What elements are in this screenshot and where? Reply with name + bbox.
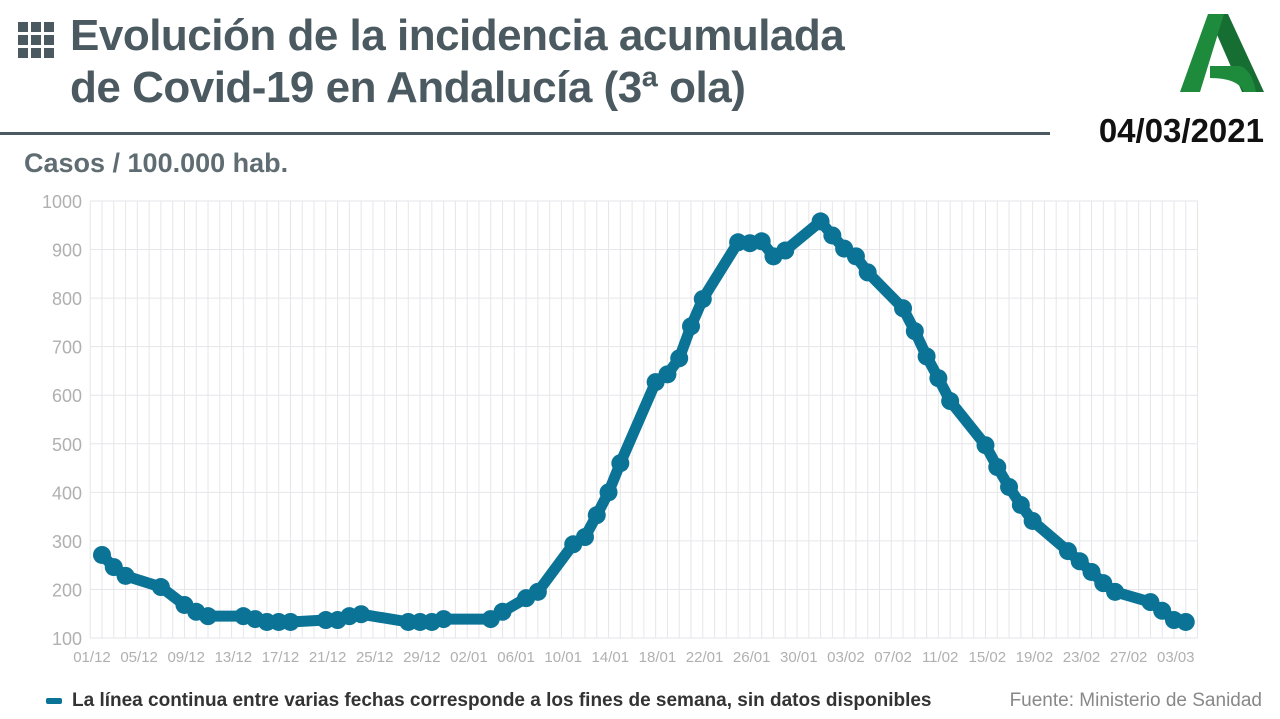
data-point [1070, 552, 1089, 571]
data-point [575, 528, 594, 547]
y-tick-label: 300 [52, 532, 82, 552]
data-point [587, 506, 606, 525]
y-tick-label: 100 [52, 629, 82, 649]
x-tick-label: 01/12 [73, 649, 111, 666]
data-point [823, 226, 842, 245]
data-point [352, 605, 371, 624]
data-point [1000, 477, 1019, 496]
x-tick-label: 11/02 [922, 649, 958, 666]
y-tick-label: 400 [52, 483, 82, 503]
data-point [917, 347, 936, 366]
footer-note-text: La línea continua entre varias fechas co… [72, 690, 932, 711]
y-tick-label: 1000 [42, 192, 82, 212]
data-point [1176, 612, 1195, 631]
x-tick-label: 22/01 [686, 649, 724, 666]
data-point [988, 458, 1007, 477]
x-tick-label: 09/12 [167, 649, 205, 666]
data-point [670, 349, 689, 368]
title-line-2: de Covid-19 en Andalucía (3ª ola) [70, 63, 746, 112]
x-tick-label: 21/12 [309, 649, 347, 666]
y-axis-label: Casos / 100.000 hab. [24, 148, 289, 178]
y-tick-label: 600 [52, 386, 82, 406]
data-point [1106, 582, 1125, 601]
x-tick-label: 10/01 [544, 649, 582, 666]
y-tick-label: 700 [52, 338, 82, 358]
data-point [151, 578, 170, 597]
x-tick-label: 19/02 [1016, 649, 1054, 666]
data-point [93, 545, 111, 564]
source-text: Fuente: Ministerio de Sanidad [1009, 690, 1262, 711]
x-tick-label: 30/01 [780, 649, 818, 666]
data-point [528, 582, 547, 601]
x-tick-label: 06/01 [497, 649, 535, 666]
x-tick-label: 02/01 [450, 649, 488, 666]
x-tick-label: 18/01 [639, 649, 677, 666]
data-point [976, 436, 995, 455]
junta-andalucia-logo [1180, 14, 1264, 99]
x-tick-label: 27/02 [1110, 649, 1148, 666]
data-point [776, 241, 795, 260]
data-point [811, 212, 830, 231]
data-point [682, 317, 700, 336]
report-date: 04/03/2021 [1098, 112, 1264, 149]
data-point [281, 612, 300, 631]
legend-swatch [46, 698, 62, 704]
data-point [199, 607, 218, 626]
x-tick-label: 23/02 [1063, 649, 1101, 666]
data-point [693, 290, 712, 309]
data-point [658, 365, 677, 384]
data-point [929, 369, 948, 388]
x-tick-label: 05/12 [120, 649, 158, 666]
data-point [1011, 495, 1030, 514]
title-line-1: Evolución de la incidencia acumulada [70, 11, 845, 60]
data-point [493, 602, 512, 621]
data-point [752, 232, 771, 251]
data-point [858, 263, 877, 282]
x-tick-label: 29/12 [403, 649, 441, 666]
data-point [116, 566, 135, 585]
y-tick-label: 200 [52, 580, 82, 600]
x-tick-label: 14/01 [592, 649, 630, 666]
series [93, 212, 1195, 631]
x-tick-label: 25/12 [356, 649, 394, 666]
data-point [1082, 562, 1101, 581]
x-tick-label: 15/02 [969, 649, 1007, 666]
data-point [1023, 511, 1042, 530]
data-point [1058, 542, 1077, 561]
x-tick-label: 26/01 [733, 649, 771, 666]
header-divider [0, 132, 1050, 135]
page-title: Evolución de la incidencia acumulada de … [70, 10, 845, 114]
x-tick-label: 07/02 [874, 649, 912, 666]
data-point [434, 610, 453, 629]
data-point [846, 247, 865, 266]
y-tick-label: 800 [52, 289, 82, 309]
grid-icon [18, 22, 54, 58]
y-tick-labels: 100 200 300 400 500 600 700 800 900 1000 [42, 192, 82, 649]
data-point [894, 299, 913, 318]
footer-note: La línea continua entre varias fechas co… [46, 690, 932, 712]
data-point [941, 392, 960, 411]
y-tick-label: 500 [52, 435, 82, 455]
data-point [611, 454, 630, 473]
x-tick-label: 03/02 [827, 649, 865, 666]
x-tick-labels: 01/12 05/12 09/12 13/12 17/12 21/12 25/12 29/12… [73, 649, 1194, 666]
data-point [599, 483, 618, 502]
x-tick-label: 13/12 [215, 649, 253, 666]
x-tick-label: 17/12 [262, 649, 300, 666]
x-tick-label: 03/03 [1157, 649, 1195, 666]
data-point [905, 322, 924, 341]
y-tick-label: 900 [52, 241, 82, 261]
